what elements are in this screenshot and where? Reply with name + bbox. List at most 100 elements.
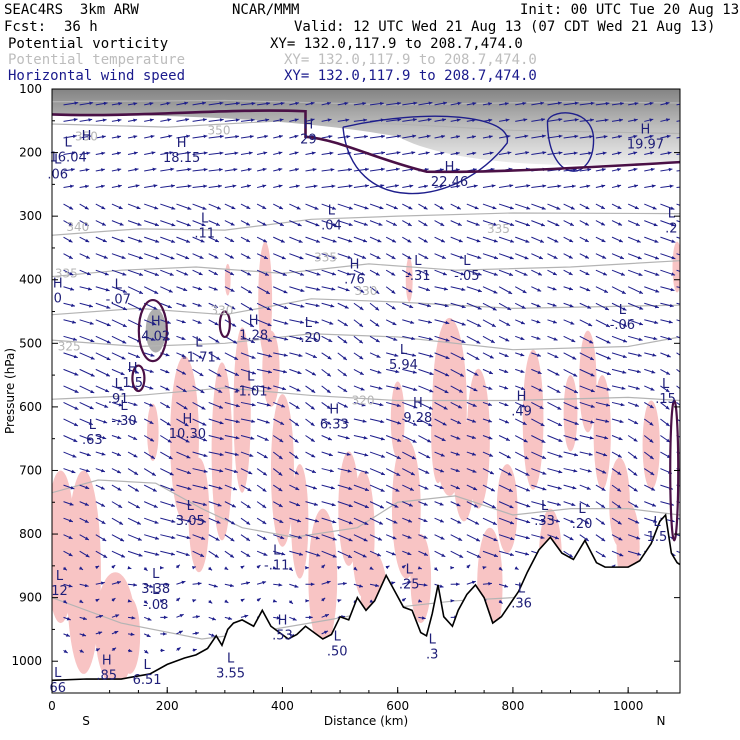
wind-vector-head bbox=[590, 420, 595, 424]
wind-vector-head bbox=[294, 439, 299, 443]
wind-vector-head bbox=[192, 648, 197, 652]
wind-vector-head bbox=[100, 468, 105, 473]
wind-vector-head bbox=[552, 287, 557, 291]
wind-vector-head bbox=[493, 272, 498, 276]
wind-vector-head bbox=[118, 205, 123, 209]
pv-low-marker: L bbox=[305, 316, 313, 331]
wind-vector-head bbox=[224, 599, 229, 603]
wind-vector-head bbox=[120, 238, 125, 243]
wind-vector-head bbox=[217, 503, 222, 507]
wind-vector-head bbox=[219, 420, 224, 425]
wind-vector-head bbox=[203, 151, 208, 155]
wind-vector-head bbox=[232, 184, 237, 188]
wind-vector-head bbox=[214, 255, 219, 259]
wind-vector-head bbox=[186, 535, 191, 540]
wind-vector-head bbox=[605, 101, 610, 106]
wind-vector-head bbox=[86, 271, 91, 276]
wind-vector-head bbox=[278, 471, 283, 476]
wind-vector-head bbox=[509, 520, 514, 525]
wind-vector bbox=[676, 368, 680, 373]
wind-vector-head bbox=[392, 536, 397, 540]
wind-vector-head bbox=[348, 222, 353, 226]
wind-vector-head bbox=[85, 468, 90, 473]
wind-vector-head bbox=[526, 504, 531, 508]
wind-vector-head bbox=[127, 566, 132, 570]
wind-vector-head bbox=[455, 151, 460, 156]
pv-high-marker: H bbox=[102, 653, 112, 668]
wind-vector bbox=[676, 136, 680, 139]
wind-vector-head bbox=[603, 289, 608, 293]
wind-vector-head bbox=[102, 118, 107, 122]
wind-vector-head bbox=[412, 118, 417, 122]
wind-vector-head bbox=[619, 255, 624, 259]
wind-vector-head bbox=[537, 272, 542, 276]
wind-vector-head bbox=[328, 134, 333, 139]
wind-vector-head bbox=[214, 238, 219, 242]
wind-vector-head bbox=[510, 239, 515, 243]
wind-vector-head bbox=[618, 222, 623, 226]
wind-vector-head bbox=[122, 306, 127, 311]
wind-vector-head bbox=[586, 486, 591, 490]
wind-vector-head bbox=[314, 519, 319, 523]
wind-vector-head bbox=[84, 222, 89, 226]
wind-vector-head bbox=[86, 452, 91, 457]
wind-vector-head bbox=[244, 614, 249, 619]
wind-vector-head bbox=[651, 370, 656, 374]
forecast-label: Fcst: bbox=[4, 19, 47, 35]
wind-vector-head bbox=[682, 389, 686, 393]
wind-vector-head bbox=[654, 304, 659, 309]
wind-vector-head bbox=[554, 354, 559, 358]
pv-low-marker: L bbox=[518, 582, 526, 597]
wind-vector-head bbox=[488, 118, 493, 123]
wind-vector-head bbox=[364, 521, 369, 525]
wind-vector-head bbox=[90, 356, 95, 360]
pv-high-marker: H bbox=[53, 276, 63, 291]
wind-vector-head bbox=[87, 287, 92, 291]
wind-vector-head bbox=[166, 101, 171, 106]
wind-vector-head bbox=[294, 455, 299, 459]
wind-vector-head bbox=[410, 320, 415, 324]
wind-vector-head bbox=[489, 453, 494, 457]
wind-vector-head bbox=[409, 184, 414, 188]
wind-vector-head bbox=[362, 419, 367, 423]
wind-vector-head bbox=[283, 369, 287, 374]
wind-vector-head bbox=[217, 373, 222, 377]
wind-vector-head bbox=[536, 336, 541, 340]
wind-vector-head bbox=[471, 580, 476, 585]
wind-vector-head bbox=[456, 206, 461, 210]
wind-vector-head bbox=[364, 470, 369, 474]
valid-time: Valid: 12 UTC Wed 21 Aug 13 (07 CDT Wed … bbox=[294, 19, 716, 35]
wind-vector-head bbox=[90, 373, 95, 377]
wind-vector-head bbox=[418, 599, 422, 603]
wind-vector-head bbox=[252, 386, 256, 391]
wind-vector-head bbox=[361, 272, 366, 276]
pv-high-marker: H bbox=[413, 396, 423, 411]
wind-vector-head bbox=[395, 488, 400, 492]
wind-vector-head bbox=[186, 134, 191, 139]
wind-vector-head bbox=[687, 256, 691, 259]
wind-vector-head bbox=[218, 184, 222, 188]
wind-vector-head bbox=[439, 519, 444, 523]
wind-vector-head bbox=[477, 272, 482, 276]
wind-vector-head bbox=[330, 486, 335, 490]
wind-vector-head bbox=[587, 305, 592, 309]
y-tick-label: 1000 bbox=[11, 654, 42, 668]
wind-vector-head bbox=[493, 222, 498, 226]
wind-vector-head bbox=[332, 206, 337, 210]
pv-extremum-value: .49 bbox=[511, 405, 532, 420]
wind-vector-head bbox=[634, 403, 639, 407]
wind-vector-head bbox=[224, 566, 229, 570]
wind-vector-head bbox=[509, 552, 514, 557]
wind-vector-head bbox=[154, 222, 159, 227]
wind-vector-head bbox=[687, 239, 691, 242]
wind-vector-head bbox=[246, 255, 251, 259]
wind-vector-head bbox=[149, 118, 154, 122]
wind-vector-head bbox=[636, 536, 641, 540]
wind-vector-head bbox=[297, 519, 302, 523]
wind-vector-head bbox=[456, 184, 461, 189]
wind-vector-head bbox=[68, 584, 73, 588]
wind-vector-head bbox=[70, 184, 74, 189]
wind-vector-head bbox=[343, 322, 348, 326]
wind-vector-head bbox=[687, 185, 691, 188]
wind-vector-head bbox=[650, 387, 655, 391]
